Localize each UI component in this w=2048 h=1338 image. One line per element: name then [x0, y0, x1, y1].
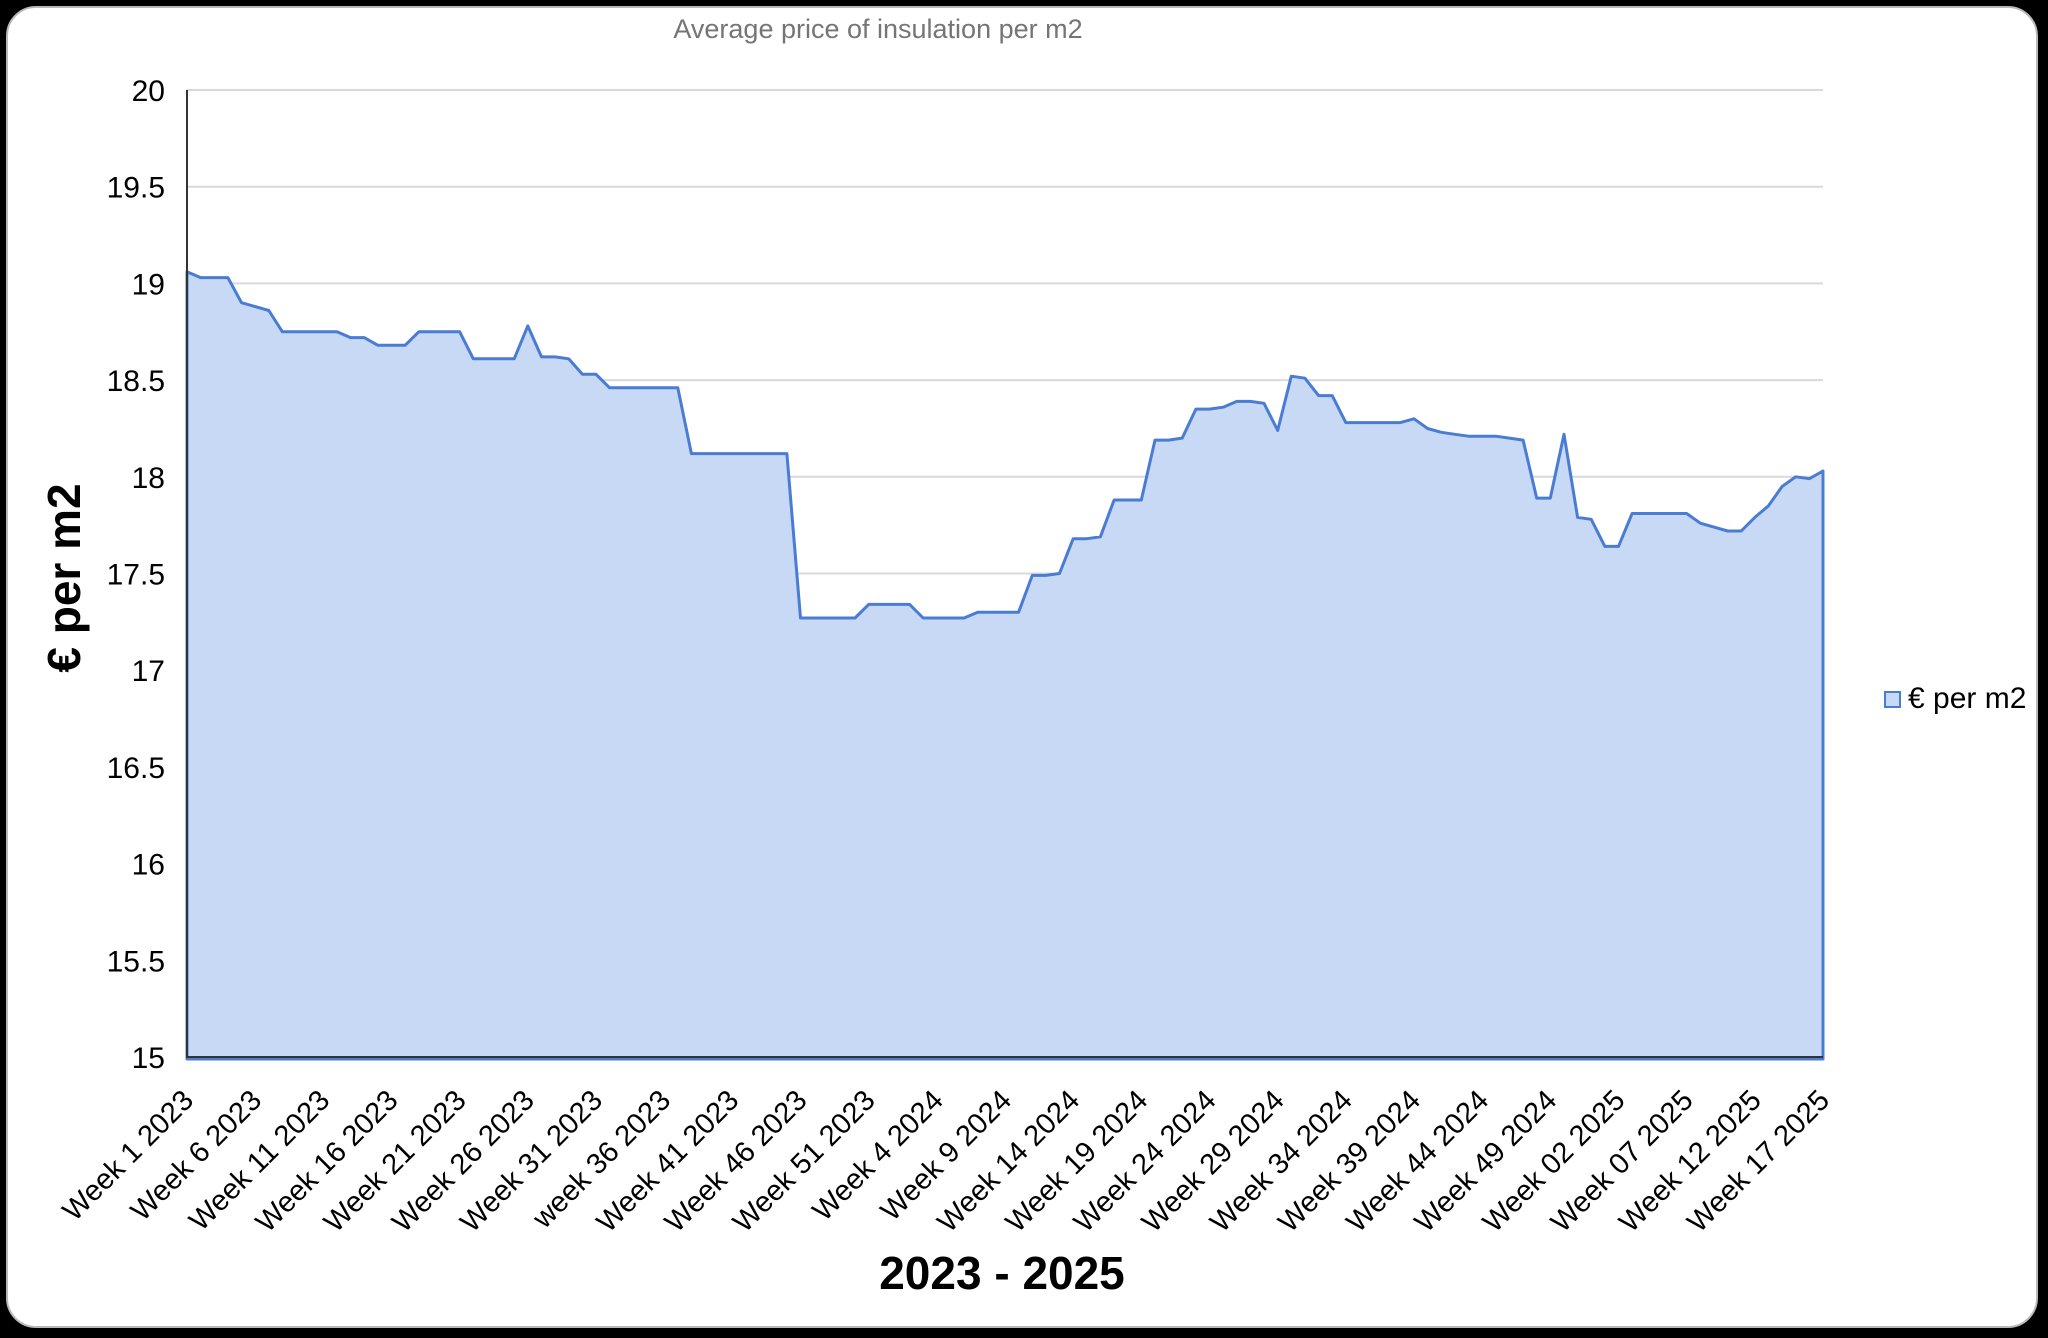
- x-axis-title: 2023 - 2025: [879, 1247, 1125, 1299]
- area-series: [185, 270, 1825, 1061]
- y-tick-label: 17.5: [107, 559, 165, 592]
- y-tick-label: 16: [132, 849, 165, 882]
- y-tick-label: 16.5: [107, 752, 165, 785]
- y-tick-label: 18: [132, 462, 165, 495]
- y-tick-label: 19.5: [107, 172, 165, 205]
- y-tick-label: 15: [132, 1042, 165, 1075]
- legend-label: € per m2: [1908, 682, 2027, 715]
- y-axis-title: € per m2: [38, 483, 90, 673]
- y-tick-label: 17: [132, 655, 165, 688]
- legend: € per m2: [1884, 682, 2026, 716]
- chart-title: Average price of insulation per m2: [673, 14, 1083, 44]
- y-tick-label: 19: [132, 268, 165, 301]
- legend-swatch-icon: [1884, 690, 1901, 708]
- y-tick-label: 15.5: [107, 945, 165, 978]
- y-tick-label: 20: [132, 75, 165, 108]
- y-tick-label: 18.5: [107, 365, 165, 398]
